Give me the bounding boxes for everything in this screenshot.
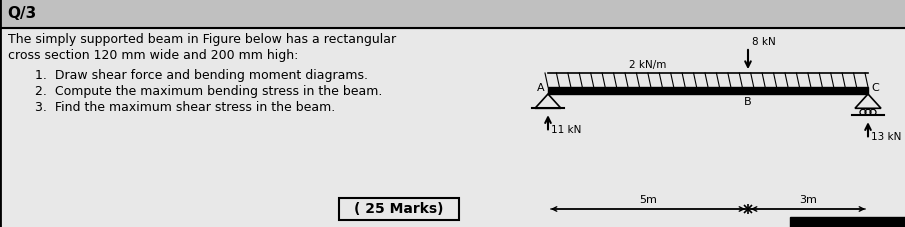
Text: 2 kN/m: 2 kN/m [629,60,667,70]
Text: 2.  Compute the maximum bending stress in the beam.: 2. Compute the maximum bending stress in… [35,85,383,98]
Bar [0,0,905,28]
Text: 11 kN: 11 kN [551,125,581,135]
Text: 1.  Draw shear force and bending moment diagrams.: 1. Draw shear force and bending moment d… [35,69,368,82]
Text: 8 kN: 8 kN [752,37,776,47]
Text: 5m: 5m [639,195,657,205]
Text: 3.  Find the maximum shear stress in the beam.: 3. Find the maximum shear stress in the … [35,101,335,114]
FancyBboxPatch shape [339,198,459,220]
Text: ( 25 Marks): ( 25 Marks) [354,202,443,216]
Text: A: A [538,83,545,93]
Text: C: C [871,83,879,93]
Bar [790,217,905,227]
Text: 13 kN: 13 kN [871,132,901,142]
Bar [0,28,905,227]
Text: cross section 120 mm wide and 200 mm high:: cross section 120 mm wide and 200 mm hig… [8,49,299,62]
Bar [548,87,868,94]
Text: The simply supported beam in Figure below has a rectangular: The simply supported beam in Figure belo… [8,33,396,46]
Text: B: B [744,97,752,107]
Text: 3m: 3m [799,195,817,205]
Text: Q/3: Q/3 [7,7,36,22]
